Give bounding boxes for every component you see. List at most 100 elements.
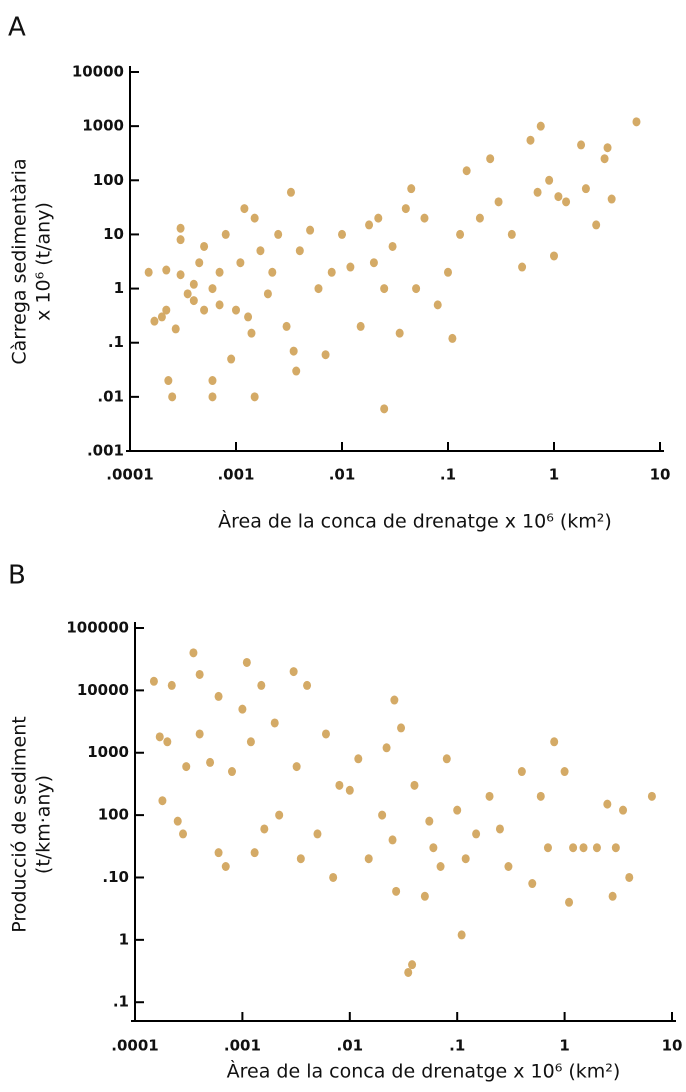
point [263,289,272,299]
point [528,879,537,889]
point [163,737,172,747]
x-tick-label: .001 [217,466,254,484]
point [577,140,586,150]
point [338,229,346,239]
point [195,729,204,739]
point [162,305,171,315]
point [275,810,284,820]
point [397,723,406,733]
point [579,843,588,853]
x-tick-label: 1 [549,466,559,484]
point [155,732,164,742]
point [611,843,620,853]
point [232,305,240,315]
point [314,284,323,294]
x-tick-label: 10 [662,1037,683,1055]
point [189,648,198,658]
point [195,669,204,679]
point [200,305,209,315]
point [221,862,230,872]
y-axis-label: (t/km·any) [33,775,55,874]
point [608,891,617,901]
point [619,805,628,815]
point [369,258,378,268]
point [495,824,504,834]
point [246,737,255,747]
point [221,229,230,239]
point [296,854,305,864]
point [227,354,236,364]
point [543,843,552,853]
point [292,366,301,376]
point [388,241,397,251]
x-tick-label: .0001 [111,1037,158,1055]
point [215,300,224,310]
point [425,816,434,826]
point [195,258,204,268]
y-tick-label: 10000 [72,63,124,81]
x-tick-label: .0001 [106,466,153,484]
point [150,316,159,326]
y-tick-label: 1000 [87,743,129,761]
point [183,289,192,299]
point [164,376,173,386]
point [545,175,554,185]
point [420,891,429,901]
point [436,862,445,872]
y-tick-label: 1 [114,279,124,297]
point [395,328,404,338]
y-tick-label: .1 [108,333,124,351]
x-tick-label: .01 [337,1037,364,1055]
point [461,854,470,864]
point [592,843,601,853]
point [244,312,253,322]
point [215,267,224,277]
point [149,676,158,686]
x-tick-label: .01 [329,466,356,484]
point [550,737,559,747]
point [176,223,185,233]
point [562,197,571,207]
point [327,267,336,277]
point [472,829,481,839]
point [453,805,462,815]
point [625,872,634,882]
point [448,333,457,343]
point [250,213,259,223]
point [581,184,590,194]
point [335,780,344,790]
y-tick-label: 1 [119,930,129,948]
point [227,767,236,777]
point [429,843,438,853]
point [517,767,526,777]
x-axis-label: Àrea de la conca de drenatge x 10⁶ (km²) [227,1060,621,1083]
point [494,197,503,207]
point [504,862,513,872]
point [365,220,374,230]
point [408,960,417,970]
point [380,284,389,294]
point [313,829,322,839]
point [407,184,416,194]
point [257,680,266,690]
point [144,267,153,277]
point [592,220,601,230]
point [607,194,616,204]
point [442,754,451,764]
point [401,204,410,214]
point [560,767,569,777]
y-tick-label: 1000 [82,117,124,135]
point [260,824,269,834]
y-axis-label: Producció de sediment [9,716,31,933]
y-tick-label: 100000 [66,619,129,637]
point [295,246,304,256]
point [158,796,167,806]
point [321,729,330,739]
point [176,270,185,280]
point [286,187,295,197]
y-tick-label: .01 [97,387,124,405]
point [182,762,191,772]
point [378,810,387,820]
point [392,886,401,896]
point [168,392,177,402]
